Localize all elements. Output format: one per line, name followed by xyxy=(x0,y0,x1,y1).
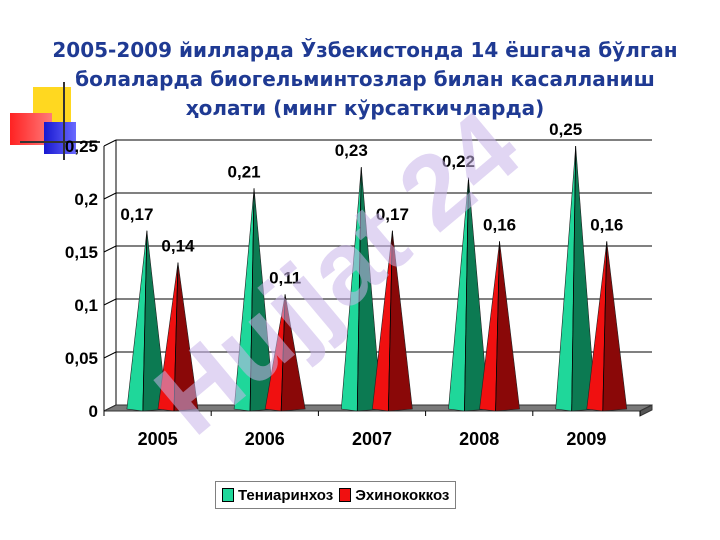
decor-vertical-line xyxy=(63,82,65,160)
data-label: 0,16 xyxy=(483,215,516,234)
gridline-side xyxy=(103,245,117,253)
data-label: 0,21 xyxy=(228,162,261,181)
y-tick-label: 0,25 xyxy=(65,137,98,156)
x-tick-label: 2008 xyxy=(459,429,499,449)
legend-swatch-series2 xyxy=(339,488,352,502)
data-labels: 0,17 0,14 0,21 0,11 0,23 0,17 0,22 0,16 0,25 0,16 xyxy=(120,120,623,287)
cone-ridge xyxy=(249,188,255,412)
slide-title: 2005-2009 йилларда Ўзбекистонда 14 ёшгач… xyxy=(20,36,710,123)
y-tick-label: 0,2 xyxy=(74,190,98,209)
y-tick-label: 0 xyxy=(89,402,98,421)
y-tick-label: 0,1 xyxy=(74,296,98,315)
legend-item-series2: Эхинококкоз xyxy=(339,487,449,504)
gridline-side xyxy=(103,192,117,200)
data-label: 0,23 xyxy=(335,141,368,160)
data-label: 0,11 xyxy=(269,268,301,287)
data-label: 0,17 xyxy=(376,205,409,224)
y-axis-ticks: 0 0,05 0,1 0,15 0,2 0,25 xyxy=(65,137,98,421)
legend-label-series1: Тениаринхоз xyxy=(238,486,334,504)
title-line-1: 2005-2009 йилларда Ўзбекистонда 14 ёшгач… xyxy=(52,38,678,62)
cone-ridge xyxy=(387,230,393,412)
cone-ridge xyxy=(602,241,608,412)
data-label: 0,14 xyxy=(161,237,195,256)
legend-label-series2: Эхинококкоз xyxy=(355,486,450,504)
x-tick-label: 2009 xyxy=(566,429,606,449)
decor-horizontal-line xyxy=(20,141,100,143)
x-tick-label: 2005 xyxy=(138,429,178,449)
legend-item-series1: Тениаринхоз xyxy=(222,487,333,504)
data-label: 0,22 xyxy=(442,152,475,171)
data-label: 0,16 xyxy=(590,215,623,234)
x-tick-label: 2006 xyxy=(245,429,285,449)
cone-ridge xyxy=(356,167,362,412)
y-tick-label: 0,15 xyxy=(65,243,98,262)
x-axis-ticks: 2005 2006 2007 2008 2009 xyxy=(103,411,641,449)
x-tick-label: 2007 xyxy=(352,429,392,449)
title-line-2: болаларда биогельминтозлар билан касалла… xyxy=(75,67,655,91)
cone-ridge xyxy=(280,294,286,412)
data-label: 0,17 xyxy=(120,205,153,224)
decor-blue-square xyxy=(44,122,76,154)
cone-ridge xyxy=(142,230,148,412)
chart-legend: Тениаринхоз Эхинококкоз xyxy=(215,481,457,509)
data-label: 0,25 xyxy=(549,120,582,139)
cone-ridge xyxy=(464,177,469,412)
gridline-side xyxy=(103,298,117,306)
legend-swatch-series1 xyxy=(222,488,234,502)
cone-ridge xyxy=(571,145,577,412)
cone-series xyxy=(126,145,628,412)
title-line-3: ҳолати (минг кўрсаткичларда) xyxy=(185,96,545,120)
cone-ridge xyxy=(173,262,179,412)
cone-ridge xyxy=(495,241,500,412)
y-tick-label: 0,05 xyxy=(65,349,98,368)
gridline-side xyxy=(103,351,117,359)
gridline-side xyxy=(103,139,117,147)
